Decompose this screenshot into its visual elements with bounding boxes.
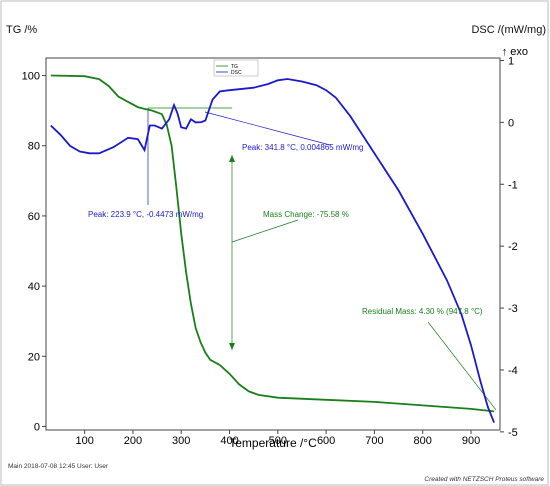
left-tick-label: 0 (34, 421, 40, 433)
right-tick-label: -1 (508, 179, 518, 191)
tg-series-line (50, 74, 495, 413)
left-tick-label: 80 (28, 141, 40, 153)
right-tick-label: -4 (508, 365, 518, 377)
mass-change-arrow-down (229, 343, 235, 350)
left-axis-title: TG /% (6, 24, 37, 36)
left-tick-label: 100 (22, 71, 40, 83)
mass-change-leader (231, 219, 299, 243)
annotation-mass-change: Mass Change: -75.58 % (263, 210, 349, 219)
legend: TG DSC (213, 59, 259, 77)
left-tick-label: 40 (28, 281, 40, 293)
mass-change-arrow-up (229, 155, 235, 162)
plot-frame (45, 57, 501, 431)
right-axis-ticks: 1 0 -1 -2 -3 -4 -5 (500, 55, 518, 439)
x-axis-ticks: 100 200 300 400 500 600 700 800 900 (75, 430, 480, 447)
right-tick-label: 1 (508, 55, 514, 67)
legend-label-dsc: DSC (231, 70, 242, 76)
x-tick-label: 700 (365, 435, 383, 447)
legend-label-tg: TG (231, 64, 238, 70)
x-tick-label: 300 (172, 435, 190, 447)
annotation-residual-mass: Residual Mass: 4.30 % (947.8 °C) (362, 307, 483, 316)
x-tick-label: 400 (220, 435, 238, 447)
right-axis-title: DSC /(mW/mg) (471, 24, 546, 36)
annotation-peak-2: Peak: 341.8 °C, 0.004865 mW/mg (242, 143, 363, 152)
left-axis-ticks: 0 20 40 60 80 100 (22, 71, 46, 433)
x-tick-label: 900 (462, 435, 480, 447)
x-tick-label: 800 (414, 435, 432, 447)
footer-info: Main 2018-07-08 12:45 User: User (8, 463, 109, 470)
legend-box (213, 59, 259, 77)
x-tick-label: 100 (75, 435, 93, 447)
annotation-peak-1: Peak: 223.9 °C, -0.4473 mW/mg (88, 210, 203, 219)
right-tick-label: -2 (508, 241, 518, 253)
dsc-series-line (50, 78, 495, 423)
x-axis-title: Temperature /°C (229, 436, 317, 450)
x-tick-label: 500 (269, 435, 287, 447)
footer-credit: Created with NETZSCH Proteus software (424, 476, 544, 483)
left-tick-label: 20 (28, 351, 40, 363)
right-tick-label: -5 (508, 427, 518, 439)
x-tick-label: 600 (317, 435, 335, 447)
peak-2-leader (204, 111, 331, 146)
right-tick-label: 0 (508, 117, 514, 129)
x-tick-label: 200 (124, 435, 142, 447)
exo-direction-label: ↑ exo (502, 46, 528, 58)
left-tick-label: 60 (28, 211, 40, 223)
right-tick-label: -3 (508, 303, 518, 315)
